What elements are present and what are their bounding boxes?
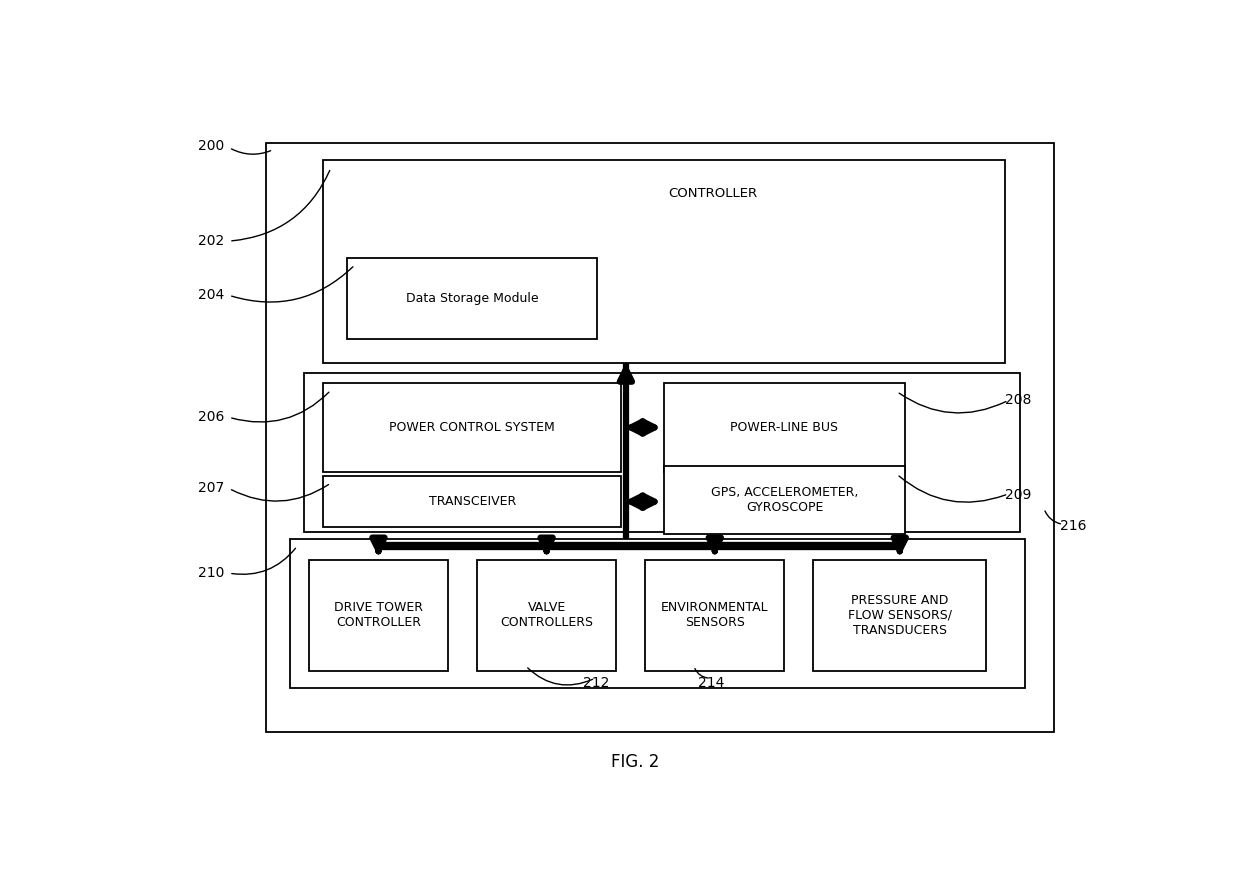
- Text: FIG. 2: FIG. 2: [611, 752, 660, 771]
- Text: VALVE
CONTROLLERS: VALVE CONTROLLERS: [500, 602, 593, 629]
- Text: 208: 208: [1006, 393, 1032, 407]
- Text: 206: 206: [198, 410, 224, 424]
- Bar: [347, 258, 598, 340]
- Text: Data Storage Module: Data Storage Module: [405, 292, 538, 305]
- Bar: [477, 560, 616, 671]
- Text: GPS, ACCELEROMETER,
GYROSCOPE: GPS, ACCELEROMETER, GYROSCOPE: [711, 486, 858, 514]
- Text: 200: 200: [198, 139, 224, 153]
- Text: POWER-LINE BUS: POWER-LINE BUS: [730, 421, 838, 434]
- Bar: [290, 539, 1024, 688]
- Text: POWER CONTROL SYSTEM: POWER CONTROL SYSTEM: [389, 421, 556, 434]
- Text: 209: 209: [1006, 488, 1032, 502]
- Bar: [265, 143, 1054, 732]
- Bar: [645, 560, 785, 671]
- Text: 210: 210: [198, 566, 224, 580]
- Text: 202: 202: [198, 234, 224, 248]
- Text: 204: 204: [198, 289, 224, 303]
- Bar: [309, 560, 448, 671]
- Bar: [665, 466, 905, 534]
- Text: TRANSCEIVER: TRANSCEIVER: [429, 495, 516, 508]
- Text: 214: 214: [698, 676, 724, 690]
- Text: PRESSURE AND
FLOW SENSORS/
TRANSDUCERS: PRESSURE AND FLOW SENSORS/ TRANSDUCERS: [848, 594, 952, 637]
- Bar: [665, 384, 905, 472]
- Text: 207: 207: [198, 481, 224, 495]
- Bar: [304, 373, 1021, 532]
- Text: DRIVE TOWER
CONTROLLER: DRIVE TOWER CONTROLLER: [334, 602, 423, 629]
- Bar: [324, 384, 621, 472]
- Bar: [324, 160, 1006, 363]
- Text: CONTROLLER: CONTROLLER: [668, 187, 756, 200]
- Text: ENVIRONMENTAL
SENSORS: ENVIRONMENTAL SENSORS: [661, 602, 769, 629]
- Bar: [813, 560, 986, 671]
- Text: 212: 212: [583, 676, 609, 690]
- Bar: [324, 476, 621, 527]
- Text: 216: 216: [1060, 518, 1086, 532]
